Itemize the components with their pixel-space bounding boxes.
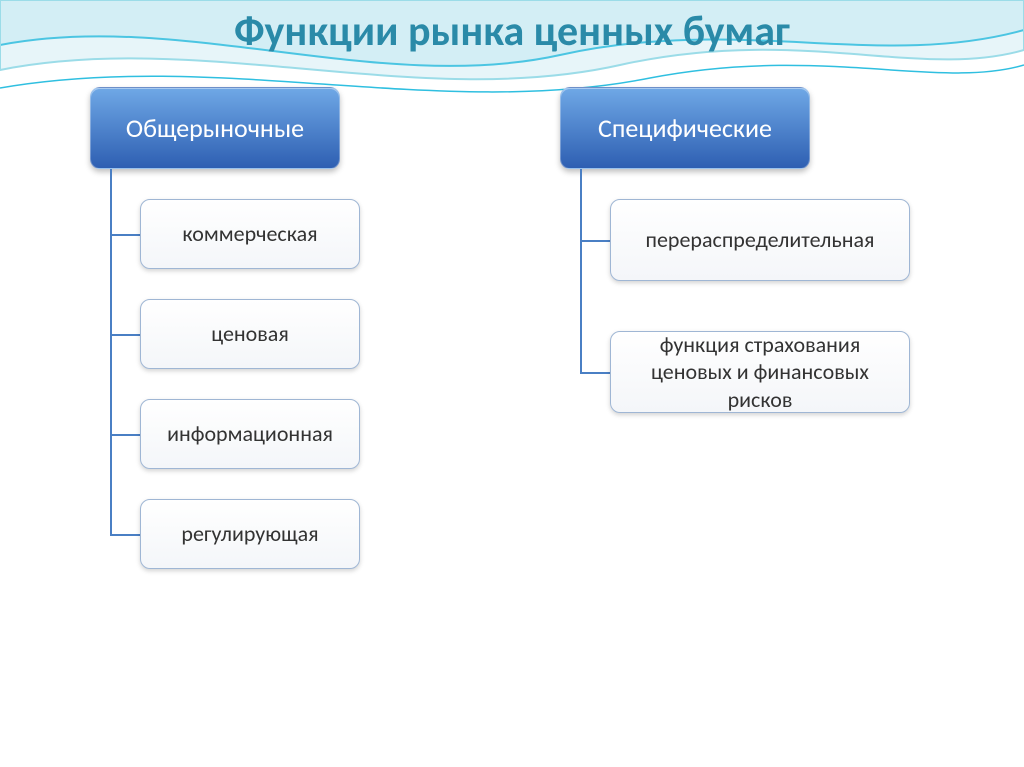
- children-wrap-1: перераспределительная функция страхования…: [580, 169, 910, 413]
- connector-elbow-0-1: [110, 334, 140, 336]
- diagram-columns: Общерыночные коммерческая ценовая информаци…: [0, 57, 1024, 569]
- child-box-0-3: регулирующая: [140, 499, 360, 569]
- child-box-0-1: ценовая: [140, 299, 360, 369]
- header-box-0: Общерыночные: [90, 87, 340, 169]
- child-box-1-0: перераспределительная: [610, 199, 910, 281]
- child-box-0-0: коммерческая: [140, 199, 360, 269]
- column-0: Общерыночные коммерческая ценовая информаци…: [90, 87, 360, 569]
- page-title: Функции рынка ценных бумаг: [0, 0, 1024, 57]
- child-box-1-1: функция страхования ценовых и финансовых…: [610, 331, 910, 413]
- connector-elbow-0-3: [110, 534, 140, 536]
- header-box-1: Специфические: [560, 87, 810, 169]
- connector-elbow-1-1: [580, 372, 610, 374]
- children-wrap-0: коммерческая ценовая информационная регулир…: [110, 169, 360, 569]
- child-box-0-2: информационная: [140, 399, 360, 469]
- connector-elbow-0-2: [110, 434, 140, 436]
- connector-trunk-1: [580, 169, 582, 372]
- connector-trunk-0: [110, 169, 112, 534]
- connector-elbow-1-0: [580, 240, 610, 242]
- column-1: Специфические перераспределительная функци…: [560, 87, 910, 569]
- connector-elbow-0-0: [110, 234, 140, 236]
